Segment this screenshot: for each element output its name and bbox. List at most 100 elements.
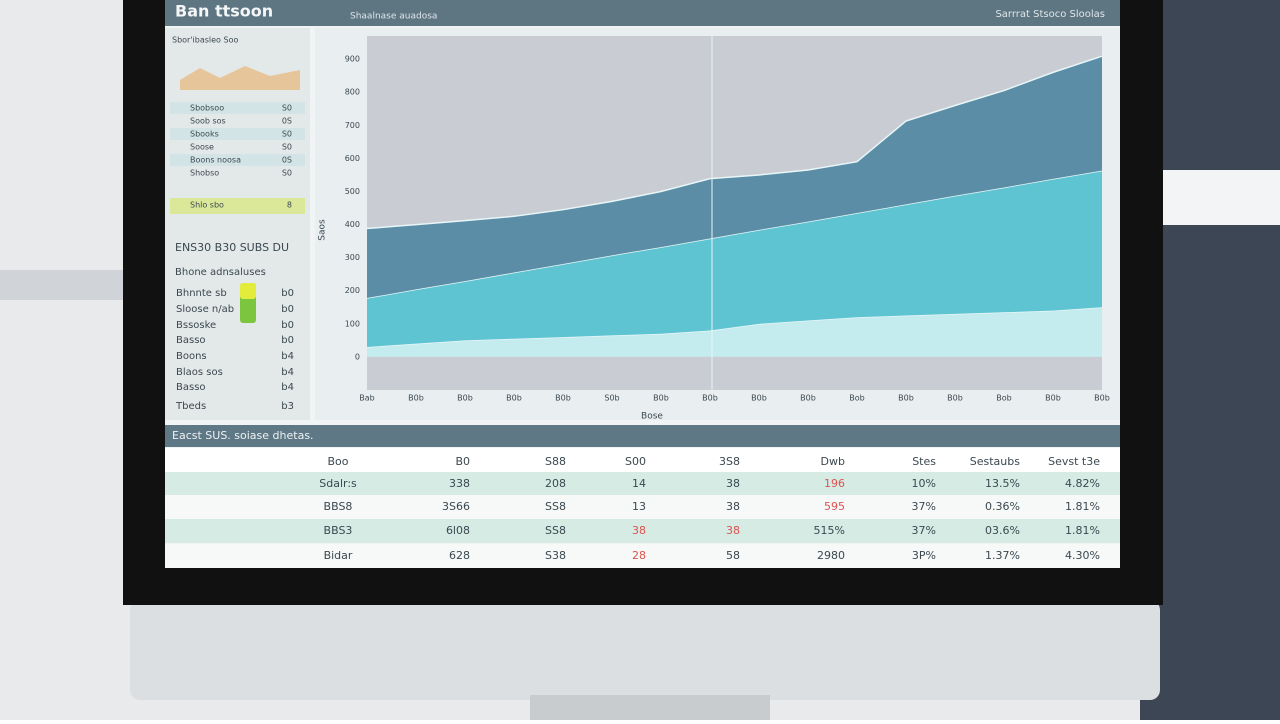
sidebar-section-title: ENS30 B30 SUBS DU	[175, 241, 289, 254]
table-cell: 13.5%	[985, 477, 1020, 490]
table-cell: 196	[824, 477, 845, 490]
table-header-cell: Sestaubs	[970, 455, 1020, 468]
table-title: Eacst SUS. soiase dhetas.	[172, 429, 314, 442]
table-cell: SS8	[545, 500, 566, 513]
table-header-cell: Boo	[327, 455, 348, 468]
x-tick-label: B0b	[702, 394, 718, 403]
area	[367, 307, 1102, 357]
sidebar-list-label: Basso	[176, 382, 206, 393]
table-cell: 338	[449, 477, 470, 490]
sidebar-list-value: b0	[281, 304, 294, 315]
table-title-bar	[165, 425, 1120, 447]
table-cell: 38	[726, 524, 740, 537]
sidebar-item-label: Sbooks	[190, 130, 219, 139]
table-cell: 3P%	[912, 549, 936, 562]
sidebar-item-value: 0S	[282, 156, 292, 165]
x-tick-label: B0b	[947, 394, 963, 403]
table-cell: 28	[632, 549, 646, 562]
sidebar-item-value: S0	[282, 104, 292, 113]
table-header-cell: Stes	[912, 455, 936, 468]
y-tick-label: 800	[345, 88, 360, 97]
table-header-row	[165, 448, 1120, 473]
sidebar-list-value: b0	[281, 288, 294, 299]
sidebar-list-label: Bssoske	[176, 320, 216, 331]
sidebar-list-label: Boons	[176, 351, 207, 362]
sidebar-caption: Sbor'ibasleo Soo	[172, 36, 238, 45]
table-cell: 38	[726, 500, 740, 513]
sidebar-item-value: 0S	[282, 117, 292, 126]
table-cell: S38	[545, 549, 566, 562]
y-tick-label: 200	[345, 286, 360, 295]
x-tick-label: B0b	[751, 394, 767, 403]
table-cell: Bidar	[324, 549, 353, 562]
x-tick-label: B0b	[800, 394, 816, 403]
header-subtitle: Shaalnase auadosa	[350, 12, 437, 22]
area-edge	[366, 55, 1103, 230]
table-row	[165, 472, 1120, 496]
table-cell: SS8	[545, 524, 566, 537]
x-tick-label: B0b	[1094, 394, 1110, 403]
sidebar-list-value: b4	[281, 367, 294, 378]
y-tick-label: 700	[345, 121, 360, 130]
table-cell: 628	[449, 549, 470, 562]
sidebar-list-label: Blaos sos	[176, 367, 223, 378]
background-shelf	[0, 270, 123, 300]
y-tick-label: 0	[355, 352, 360, 361]
sidebar-item-label: Soose	[190, 143, 214, 152]
table-header-cell: Dwb	[821, 455, 845, 468]
x-tick-label: Bob	[996, 394, 1011, 403]
table-cell: 38	[632, 524, 646, 537]
y-tick-label: 100	[345, 319, 360, 328]
x-tick-label: B0b	[457, 394, 473, 403]
table-cell: 58	[726, 549, 740, 562]
sidebar-list-value: b0	[281, 335, 294, 346]
table-cell: 515%	[814, 524, 845, 537]
monitor-chin	[130, 600, 1160, 700]
sidebar-list-label: Sloose n/ab	[176, 304, 234, 315]
table-row	[165, 495, 1120, 519]
area	[367, 170, 1102, 347]
sidebar-list-label: Basso	[176, 335, 206, 346]
table-header-cell: 3S8	[719, 455, 740, 468]
y-tick-label: 300	[345, 253, 360, 262]
y-tick-label: 900	[345, 55, 360, 64]
table-cell: 3S66	[442, 500, 470, 513]
sidebar-item-label: Shobso	[190, 169, 219, 178]
sidebar-row	[170, 154, 305, 166]
y-tick-label: 500	[345, 187, 360, 196]
sidebar-list-value: b3	[281, 401, 294, 412]
sidebar-sparkline	[180, 66, 300, 90]
table-cell: 595	[824, 500, 845, 513]
sidebar	[165, 28, 310, 420]
y-tick-label: 600	[345, 154, 360, 163]
header-title: Ban ttsoon	[175, 2, 273, 21]
table-header-cell: Sevst t3e	[1048, 455, 1100, 468]
sidebar-row	[170, 102, 305, 114]
sidebar-list-label: Tbeds	[175, 401, 206, 412]
x-tick-label: B0b	[555, 394, 571, 403]
sidebar-item-label: Soob sos	[190, 117, 226, 126]
table-cell: 1.81%	[1065, 500, 1100, 513]
background-dark	[1140, 0, 1280, 720]
sidebar-marker-top	[240, 283, 256, 299]
sidebar-section-subtitle: Bhone adnsaluses	[175, 267, 266, 278]
x-tick-label: B0b	[1045, 394, 1061, 403]
table-cell: 37%	[912, 500, 936, 513]
x-axis-label: Bose	[641, 412, 663, 422]
x-tick-label: B0b	[506, 394, 522, 403]
table-cell: 1.37%	[985, 549, 1020, 562]
table-header-cell: B0	[455, 455, 470, 468]
table-cell: 2980	[817, 549, 845, 562]
x-tick-label: B0b	[408, 394, 424, 403]
table-cell: 4.30%	[1065, 549, 1100, 562]
sidebar-item-value: 8	[287, 201, 292, 210]
x-tick-label: Bob	[849, 394, 864, 403]
header-bar	[165, 0, 1120, 26]
sidebar-list-label: Bhnnte sb	[176, 288, 227, 299]
sidebar-list-value: b4	[281, 351, 294, 362]
sidebar-list-value: b4	[281, 382, 294, 393]
table-row	[165, 519, 1120, 543]
table-cell: 13	[632, 500, 646, 513]
table-cell: 10%	[912, 477, 936, 490]
table-cell: 208	[545, 477, 566, 490]
